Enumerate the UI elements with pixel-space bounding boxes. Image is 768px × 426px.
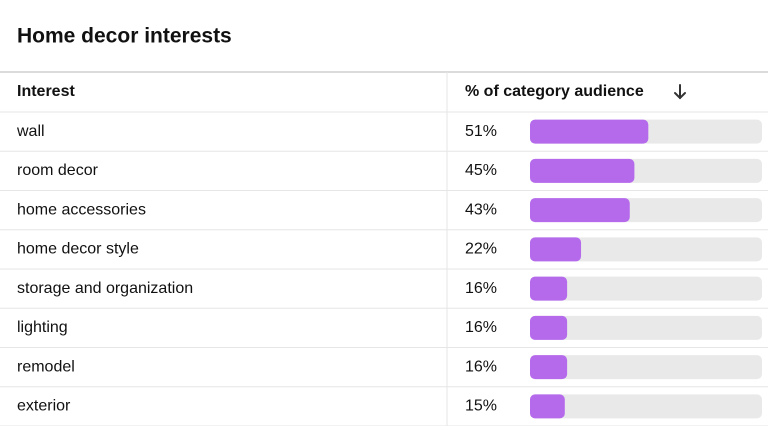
bar	[530, 158, 635, 183]
percent-label: 16%	[465, 358, 497, 375]
bar-track	[530, 394, 762, 419]
percent-label: 16%	[465, 319, 497, 336]
interest-name: storage and organization	[17, 280, 193, 297]
bar	[530, 276, 568, 301]
bar	[530, 237, 582, 262]
interest-name: home decor style	[17, 241, 139, 258]
card-title: Home decor interests	[17, 25, 232, 48]
percent-label: 15%	[465, 398, 497, 415]
bar-track	[530, 355, 762, 380]
percent-label: 43%	[465, 201, 497, 218]
interest-name: wall	[16, 123, 45, 140]
interest-name: remodel	[17, 358, 75, 375]
interest-name: lighting	[17, 319, 68, 336]
interest-name: room decor	[17, 162, 99, 179]
bar	[530, 198, 630, 223]
bar	[530, 355, 568, 380]
percent-label: 45%	[465, 162, 497, 179]
interest-name: exterior	[17, 398, 71, 415]
interest-name: home accessories	[17, 201, 146, 218]
percent-label: 51%	[465, 123, 497, 140]
sort-arrow[interactable]	[674, 84, 686, 100]
bar-track	[530, 276, 762, 301]
percent-label: 22%	[465, 241, 497, 258]
bar-track	[530, 315, 762, 340]
bar	[530, 394, 565, 419]
bar	[530, 119, 649, 144]
bar	[530, 315, 568, 340]
column-header[interactable]: % of category audience	[465, 83, 644, 100]
column-header[interactable]: Interest	[17, 83, 75, 100]
bar-track	[530, 237, 762, 262]
percent-label: 16%	[465, 280, 497, 297]
